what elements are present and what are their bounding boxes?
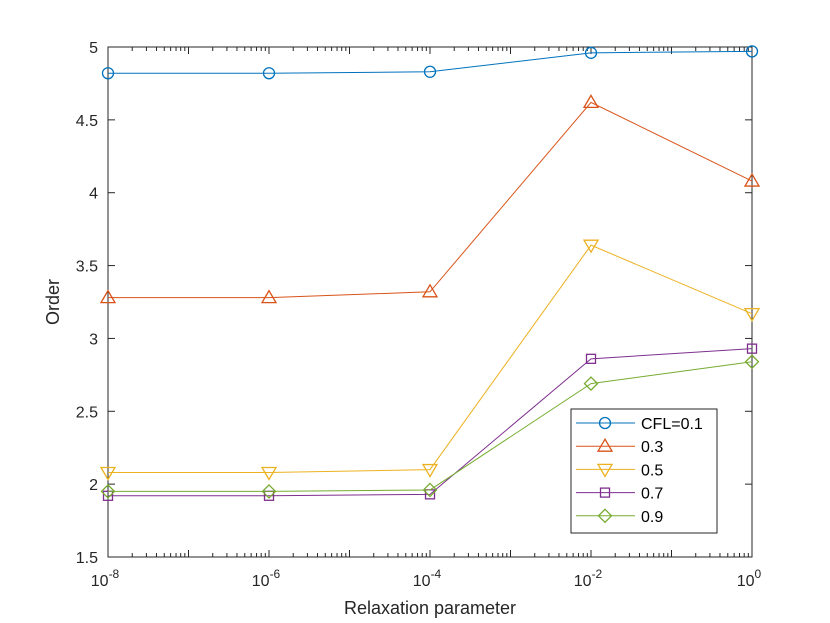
data-point [583, 376, 599, 392]
axes: 10-8 10-6 10-4 10-2 100 1.5 2 2.5 3 3.5 4 4.5 5 [76, 40, 762, 590]
series-1 [99, 94, 761, 304]
series-layer [99, 45, 761, 501]
data-point [421, 463, 439, 478]
series-line [108, 50, 753, 74]
data-point [100, 484, 116, 499]
legend-item: 0.5 [576, 462, 663, 479]
data-point [746, 343, 758, 354]
x-tick-label: 10-2 [574, 567, 603, 590]
legend-marker [596, 463, 614, 478]
legend-label: 0.3 [641, 439, 663, 456]
legend-marker [598, 416, 612, 430]
y-tick-label: 1.5 [76, 550, 98, 567]
series-line [108, 101, 753, 299]
data-point [744, 354, 760, 370]
data-point [582, 239, 600, 254]
x-tick-label: 10-6 [252, 567, 281, 590]
data-point [99, 289, 117, 304]
legend-label: 0.7 [641, 486, 663, 503]
data-point [582, 94, 600, 109]
y-axis-label: Order [43, 279, 63, 325]
data-point [260, 466, 278, 481]
series-2 [99, 239, 761, 481]
legend-label: 0.5 [641, 462, 663, 479]
data-point [422, 482, 438, 498]
legend-marker [597, 508, 613, 524]
series-4 [100, 354, 760, 499]
series-0 [101, 45, 759, 80]
data-point [743, 172, 761, 187]
data-point [584, 46, 598, 59]
series-line [108, 348, 753, 497]
legend-label: CFL=0.1 [641, 416, 703, 433]
data-point [743, 308, 761, 322]
data-point [101, 67, 115, 80]
y-tick-label: 3 [89, 331, 98, 348]
data-point [421, 283, 439, 298]
legend-item: 0.3 [576, 437, 663, 456]
data-point [261, 484, 277, 499]
data-point [585, 353, 597, 364]
legend-item: CFL=0.1 [576, 416, 703, 433]
legend-marker [599, 487, 611, 498]
series-line [108, 361, 753, 492]
data-point [423, 65, 437, 78]
y-tick-label: 4 [89, 186, 98, 203]
legend-box [570, 408, 718, 534]
x-tick-label: 10-4 [413, 567, 442, 590]
y-tick-label: 4.5 [76, 113, 98, 130]
legend-item: 0.7 [576, 486, 663, 503]
data-point [262, 67, 276, 80]
legend-marker [596, 437, 614, 452]
data-point [260, 289, 278, 304]
data-point [99, 466, 117, 481]
legend-item: 0.9 [576, 508, 663, 526]
data-point [745, 45, 759, 58]
legend: CFL=0.1 0.3 0.5 0.7 0.9 [570, 408, 718, 534]
legend-label: 0.9 [641, 509, 663, 526]
y-tick-label: 3.5 [76, 259, 98, 276]
y-tick-label: 5 [89, 40, 98, 57]
y-tick-label: 2 [89, 477, 98, 494]
y-tick-label: 2.5 [76, 404, 98, 421]
series-line [108, 244, 753, 473]
x-tick-label: 100 [737, 567, 762, 590]
x-axis-label: Relaxation parameter [344, 598, 516, 618]
x-tick-label: 10-8 [91, 567, 120, 590]
